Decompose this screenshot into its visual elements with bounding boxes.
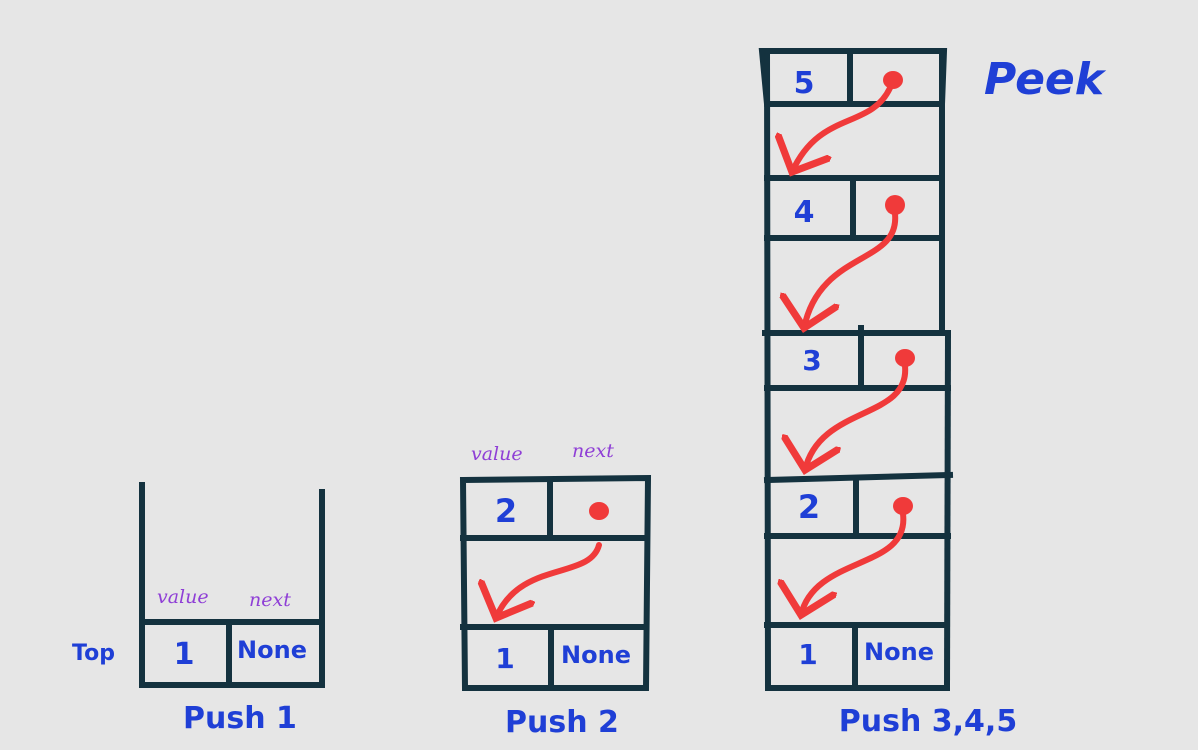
stack-2-next-label: next <box>572 440 614 462</box>
stack-1-value-label: value <box>157 586 209 608</box>
stack-3-node-2-value: 2 <box>798 488 820 526</box>
stack-3-node-1-value: 1 <box>798 638 817 671</box>
stack-2-pointer-dot <box>589 502 609 520</box>
stack-push-3-4-5: 5 4 3 2 1 None Peek Push 3,4,5 <box>758 47 1107 739</box>
stack-3-caption: Push 3,4,5 <box>839 704 1017 739</box>
stack-3-node-3-value: 3 <box>802 344 821 377</box>
top-label: Top <box>72 641 115 666</box>
stack-3-node-5-value: 5 <box>794 66 815 101</box>
stack-push-1: value next Top 1 None Push 1 <box>72 482 325 736</box>
stack-2-node-1-next: None <box>561 641 631 669</box>
stack-2-caption: Push 2 <box>505 705 619 740</box>
stack-3-node-5-pointer-dot <box>883 71 903 89</box>
stack-3-node-5-pointer-arrow <box>792 85 893 172</box>
stack-2-node-2-value: 2 <box>495 492 517 530</box>
stack-1-node-1-next: None <box>237 636 307 664</box>
stack-3-node-4-pointer-dot <box>885 195 905 215</box>
stack-3-node-3-pointer-arrow <box>805 363 909 470</box>
stack-3-node-2-pointer-dot <box>893 497 913 515</box>
stack-2-pointer-arrow <box>496 542 602 618</box>
stack-3-right-wall-lower <box>943 329 952 692</box>
stack-1-node-1-value: 1 <box>174 637 195 672</box>
peek-label: Peek <box>984 54 1107 105</box>
stack-push-2: value next 2 1 None Push 2 <box>459 440 652 740</box>
stack-3-left-wall <box>763 47 772 692</box>
stack-2-node-1-value: 1 <box>495 642 514 675</box>
stack-1-next-label: next <box>249 589 291 611</box>
stack-2-container <box>459 474 652 691</box>
stack-3-node-1-next: None <box>864 638 934 666</box>
stack-3-node-4-value: 4 <box>794 195 815 230</box>
stack-3-node-3-pointer-dot <box>895 349 915 367</box>
stack-2-value-label: value <box>471 443 523 465</box>
stack-3-node-2-pointer-arrow <box>801 511 907 615</box>
stack-1-caption: Push 1 <box>183 701 297 736</box>
stack-3-node-4-pointer-arrow <box>804 211 899 328</box>
